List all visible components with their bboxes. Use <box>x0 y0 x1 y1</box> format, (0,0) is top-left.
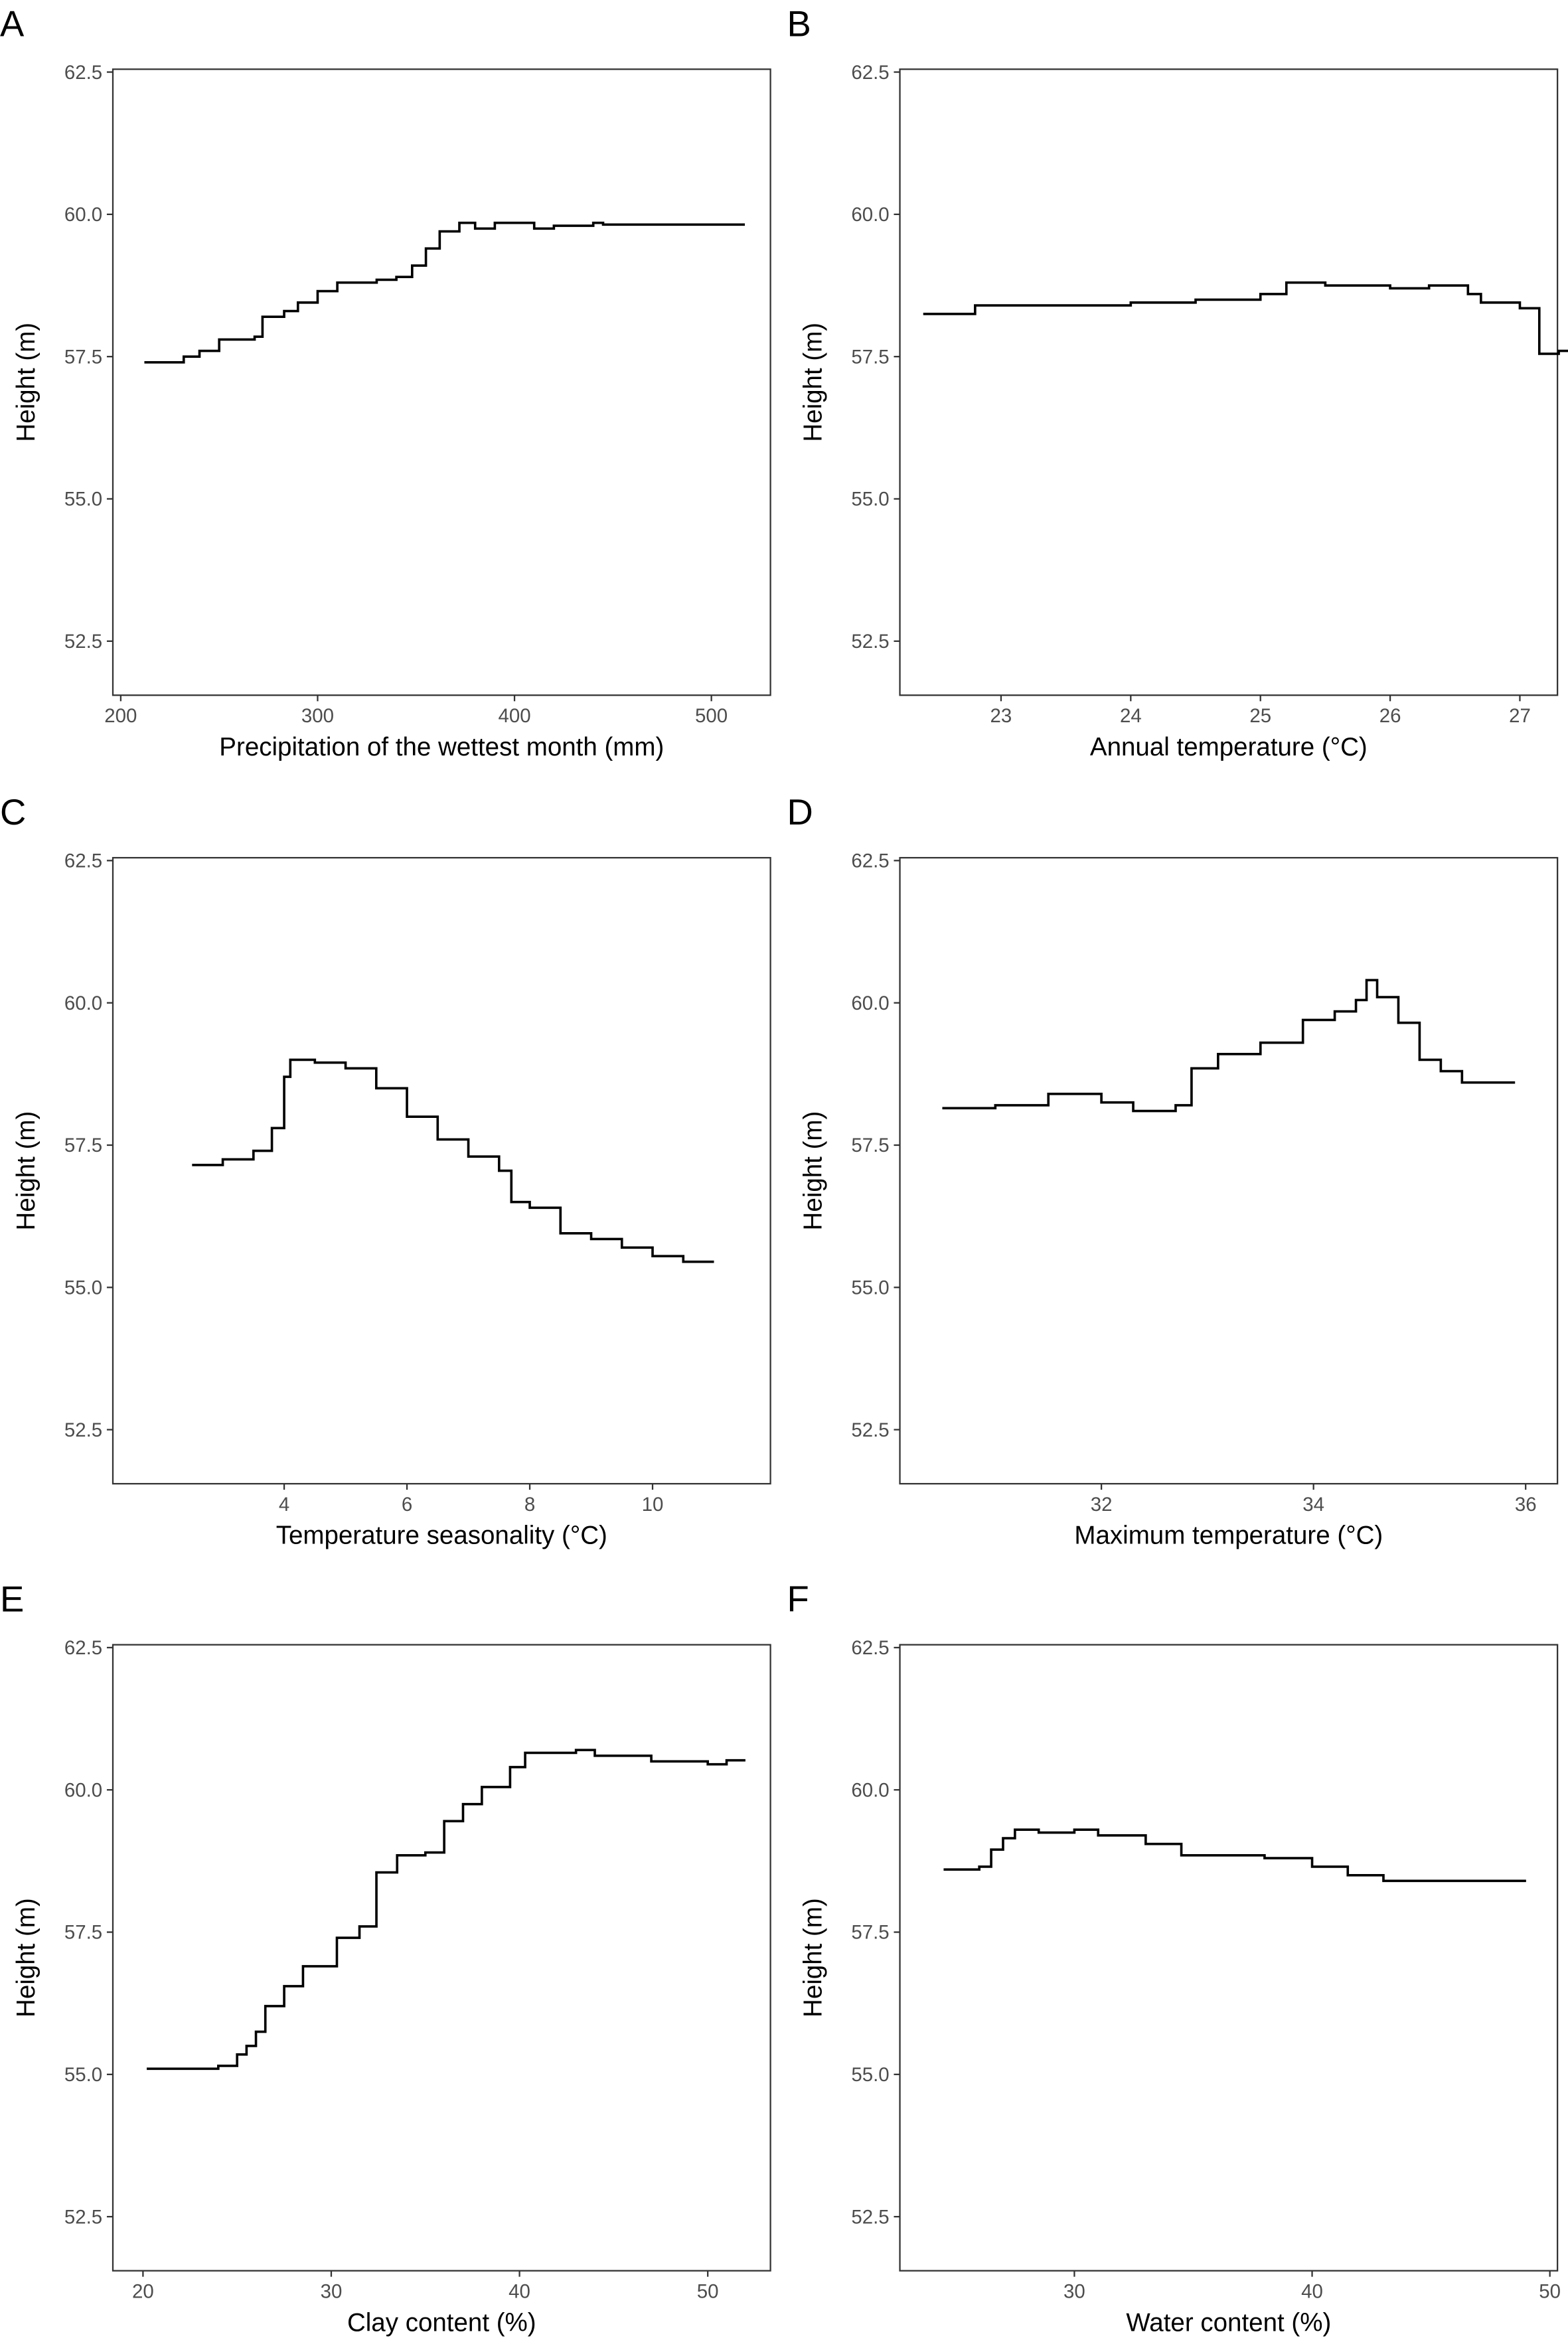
panel-label: A <box>0 3 25 44</box>
plot-frame <box>899 856 1559 1485</box>
x-axis-title: Water content (%) <box>1126 2308 1331 2337</box>
y-axis-title: Height (m) <box>12 1111 40 1231</box>
panel-label: C <box>0 792 26 832</box>
y-tick-label: 62.5 <box>64 850 102 872</box>
data-line <box>192 1058 714 1263</box>
x-tick-label: 34 <box>1302 1494 1324 1516</box>
y-tick-label: 62.5 <box>851 1637 889 1659</box>
x-tick-label: 6 <box>402 1494 412 1516</box>
data-line <box>943 1828 1526 1883</box>
y-tick-label: 62.5 <box>851 62 889 84</box>
y-tick-label: 62.5 <box>64 62 102 84</box>
y-tick-label: 60.0 <box>64 1779 102 1801</box>
x-tick-label: 50 <box>697 2280 719 2302</box>
x-tick-label: 40 <box>1301 2280 1323 2302</box>
y-tick-label: 60.0 <box>851 204 889 226</box>
x-axis-title: Temperature seasonality (°C) <box>276 1522 607 1550</box>
x-tick-label: 23 <box>990 705 1012 727</box>
x-axis-title: Clay content (%) <box>347 2308 536 2337</box>
y-axis-title: Height (m) <box>799 1111 828 1231</box>
plot-frame <box>112 1644 771 2272</box>
x-tick-label: 36 <box>1515 1494 1537 1516</box>
y-tick-label: 52.5 <box>64 2206 102 2228</box>
plot-frame <box>899 68 1559 696</box>
y-tick-label: 62.5 <box>851 850 889 872</box>
x-tick-label: 400 <box>498 705 530 727</box>
x-axis-title: Precipitation of the wettest month (mm) <box>219 733 664 761</box>
y-tick-label: 52.5 <box>851 1419 889 1441</box>
y-tick-label: 57.5 <box>851 346 889 368</box>
x-tick-label: 32 <box>1091 1494 1113 1516</box>
y-tick-label: 55.0 <box>851 1277 889 1299</box>
y-tick-label: 57.5 <box>851 1135 889 1156</box>
x-tick-label: 500 <box>695 705 728 727</box>
x-tick-label: 300 <box>301 705 334 727</box>
x-tick-label: 26 <box>1379 705 1401 727</box>
y-tick-label: 52.5 <box>64 1419 102 1441</box>
y-tick-label: 62.5 <box>64 1637 102 1659</box>
y-tick-label: 55.0 <box>64 1277 102 1299</box>
data-line <box>923 281 1568 355</box>
y-tick-label: 57.5 <box>851 1922 889 1944</box>
y-tick-label: 55.0 <box>851 2064 889 2086</box>
y-tick-label: 57.5 <box>64 346 102 368</box>
y-tick-label: 60.0 <box>64 992 102 1014</box>
plot-frame <box>899 1644 1559 2272</box>
y-tick-label: 52.5 <box>851 2206 889 2228</box>
x-tick-label: 27 <box>1509 705 1531 727</box>
y-axis-title: Height (m) <box>799 1898 828 2017</box>
x-axis-title: Annual temperature (°C) <box>1090 733 1368 761</box>
panel-label: B <box>787 3 811 44</box>
y-axis-title: Height (m) <box>12 323 40 442</box>
x-tick-label: 25 <box>1249 705 1271 727</box>
data-line <box>144 221 745 364</box>
y-tick-label: 60.0 <box>851 992 889 1014</box>
x-axis-title: Maximum temperature (°C) <box>1074 1522 1383 1550</box>
x-tick-label: 10 <box>642 1494 664 1516</box>
y-tick-label: 55.0 <box>64 489 102 510</box>
data-line <box>147 1749 745 2071</box>
x-tick-label: 20 <box>132 2280 154 2302</box>
x-tick-label: 50 <box>1539 2280 1561 2302</box>
data-line <box>942 979 1516 1113</box>
y-tick-label: 55.0 <box>64 2064 102 2086</box>
x-tick-label: 4 <box>279 1494 289 1516</box>
y-tick-label: 55.0 <box>851 489 889 510</box>
panel-label: E <box>0 1579 24 1620</box>
y-tick-label: 60.0 <box>851 1779 889 1801</box>
plot-frame <box>112 856 771 1485</box>
y-tick-label: 52.5 <box>64 631 102 653</box>
panel-label: D <box>787 792 813 832</box>
x-tick-label: 30 <box>1063 2280 1085 2302</box>
plot-frame <box>112 68 771 696</box>
panel-label: F <box>787 1579 809 1620</box>
x-tick-label: 200 <box>104 705 137 727</box>
y-axis-title: Height (m) <box>12 1898 40 2017</box>
x-tick-label: 30 <box>321 2280 343 2302</box>
x-tick-label: 40 <box>509 2280 530 2302</box>
x-tick-label: 24 <box>1120 705 1142 727</box>
y-axis-title: Height (m) <box>799 323 828 442</box>
y-tick-label: 60.0 <box>64 204 102 226</box>
y-tick-label: 57.5 <box>64 1922 102 1944</box>
x-tick-label: 8 <box>524 1494 535 1516</box>
y-tick-label: 52.5 <box>851 631 889 653</box>
y-tick-label: 57.5 <box>64 1135 102 1156</box>
